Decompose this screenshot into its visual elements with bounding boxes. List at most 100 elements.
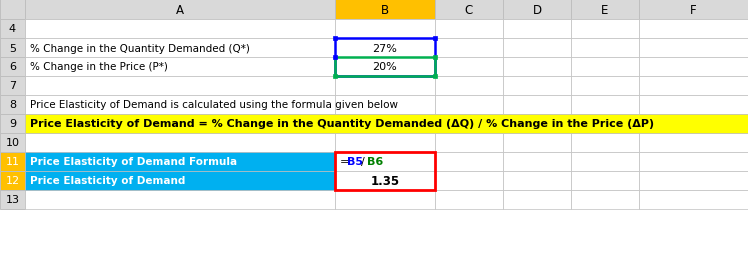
Bar xyxy=(0,133,25,152)
Text: 9: 9 xyxy=(9,119,16,129)
Bar xyxy=(639,133,748,152)
Bar xyxy=(25,133,335,152)
Bar xyxy=(639,58,748,77)
Text: C: C xyxy=(465,4,473,17)
Bar xyxy=(25,190,335,209)
Text: 6: 6 xyxy=(9,62,16,72)
Text: 5: 5 xyxy=(9,43,16,53)
Bar xyxy=(25,152,335,171)
Bar xyxy=(335,171,435,190)
Bar xyxy=(571,190,639,209)
Bar xyxy=(639,190,748,209)
Bar xyxy=(433,56,437,60)
Bar xyxy=(639,152,748,171)
Text: Price Elasticity of Demand Formula: Price Elasticity of Demand Formula xyxy=(30,157,237,167)
Bar xyxy=(639,39,748,58)
Text: 20%: 20% xyxy=(373,62,397,72)
Text: 8: 8 xyxy=(9,100,16,110)
Bar xyxy=(335,20,435,39)
Bar xyxy=(435,115,503,133)
Bar xyxy=(25,77,335,96)
Bar xyxy=(435,58,503,77)
Bar xyxy=(435,39,503,58)
Bar xyxy=(433,75,437,79)
Text: B6: B6 xyxy=(367,157,383,167)
Bar xyxy=(0,58,25,77)
Text: E: E xyxy=(601,4,609,17)
Bar xyxy=(335,0,435,20)
Text: B: B xyxy=(381,4,389,17)
Bar xyxy=(25,96,335,115)
Bar xyxy=(571,133,639,152)
Bar xyxy=(25,20,335,39)
Bar xyxy=(503,115,571,133)
Bar xyxy=(503,39,571,58)
Text: % Change in the Price (P*): % Change in the Price (P*) xyxy=(30,62,168,72)
Bar xyxy=(0,190,25,209)
Text: 11: 11 xyxy=(5,157,19,167)
Bar xyxy=(0,115,25,133)
Bar xyxy=(639,20,748,39)
Bar xyxy=(435,171,503,190)
Bar xyxy=(571,171,639,190)
Bar xyxy=(335,39,435,58)
Bar xyxy=(503,77,571,96)
Text: D: D xyxy=(533,4,542,17)
Bar xyxy=(571,96,639,115)
Text: 13: 13 xyxy=(5,195,19,205)
Text: 7: 7 xyxy=(9,81,16,91)
Bar xyxy=(503,96,571,115)
Text: 10: 10 xyxy=(5,138,19,148)
Bar xyxy=(25,39,335,58)
Bar xyxy=(503,58,571,77)
Bar xyxy=(0,0,25,20)
Bar xyxy=(503,190,571,209)
Bar xyxy=(571,152,639,171)
Text: 1.35: 1.35 xyxy=(370,174,399,187)
Bar xyxy=(25,171,335,190)
Bar xyxy=(0,20,25,39)
Bar xyxy=(333,56,337,60)
Bar xyxy=(335,190,435,209)
Bar xyxy=(503,20,571,39)
Text: Price Elasticity of Demand is calculated using the formula given below: Price Elasticity of Demand is calculated… xyxy=(30,100,398,110)
Bar xyxy=(25,0,335,20)
Text: Price Elasticity of Demand = % Change in the Quantity Demanded (ΔQ) / % Change i: Price Elasticity of Demand = % Change in… xyxy=(30,119,654,129)
Bar xyxy=(335,58,435,77)
Text: Price Elasticity of Demand: Price Elasticity of Demand xyxy=(30,176,186,186)
Text: F: F xyxy=(690,4,697,17)
Text: 27%: 27% xyxy=(373,43,397,53)
Bar xyxy=(335,96,435,115)
Text: 4: 4 xyxy=(9,24,16,34)
Text: /: / xyxy=(361,157,365,167)
Bar xyxy=(503,152,571,171)
Bar xyxy=(571,115,639,133)
Bar xyxy=(25,115,748,133)
Bar xyxy=(335,152,435,190)
Bar xyxy=(435,152,503,171)
Bar xyxy=(0,77,25,96)
Text: 12: 12 xyxy=(5,176,19,186)
Bar xyxy=(25,58,335,77)
Bar xyxy=(333,75,337,79)
Bar xyxy=(571,58,639,77)
Bar xyxy=(435,0,503,20)
Bar xyxy=(435,96,503,115)
Bar xyxy=(25,115,335,133)
Bar xyxy=(639,96,748,115)
Bar xyxy=(571,0,639,20)
Bar xyxy=(503,0,571,20)
Text: B5: B5 xyxy=(347,157,363,167)
Bar xyxy=(433,37,437,41)
Bar xyxy=(335,133,435,152)
Bar xyxy=(503,171,571,190)
Bar xyxy=(335,115,435,133)
Bar xyxy=(435,190,503,209)
Bar xyxy=(0,96,25,115)
Text: =: = xyxy=(340,157,349,167)
Bar xyxy=(571,77,639,96)
Text: A: A xyxy=(176,4,184,17)
Bar xyxy=(0,39,25,58)
Bar xyxy=(571,39,639,58)
Bar xyxy=(435,133,503,152)
